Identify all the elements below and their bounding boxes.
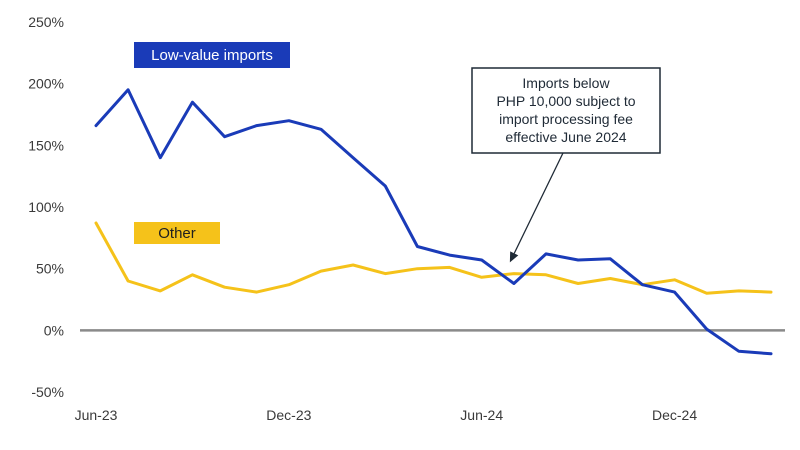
annotation-line-1: Imports below (522, 75, 610, 91)
y-axis-ticks: -50% 0% 50% 100% 150% 200% 250% (28, 14, 64, 400)
annotation-callout: Imports below PHP 10,000 subject to impo… (471, 67, 661, 263)
annotation-arrowhead (509, 251, 519, 263)
legend-low-value-imports: Low-value imports (134, 42, 290, 68)
legend-other: Other (134, 222, 220, 244)
x-tick-label: Dec-24 (652, 407, 697, 423)
y-tick-label: 250% (28, 14, 64, 30)
series-lines (94, 88, 773, 356)
annotation-line-3: import processing fee (499, 111, 633, 127)
y-tick-label: 0% (44, 322, 64, 338)
y-tick-label: 100% (28, 199, 64, 215)
annotation-arrow (513, 152, 564, 254)
y-tick-label: 200% (28, 76, 64, 92)
y-tick-label: 150% (28, 137, 64, 153)
series-line-low-value-imports (94, 88, 773, 356)
annotation-line-4: effective June 2024 (505, 129, 626, 145)
annotation-box (471, 67, 661, 154)
legend-other-label: Other (158, 225, 196, 242)
annotation-line-2: PHP 10,000 subject to (496, 93, 635, 109)
legend-other-box (134, 222, 220, 244)
x-tick-label: Dec-23 (266, 407, 311, 423)
series-line-other (94, 221, 773, 295)
legend-low-value-imports-box (134, 42, 290, 68)
y-tick-label: -50% (31, 384, 64, 400)
legend-low-value-imports-label: Low-value imports (151, 47, 273, 64)
x-tick-label: Jun-24 (460, 407, 503, 423)
y-tick-label: 50% (36, 261, 64, 277)
x-tick-label: Jun-23 (75, 407, 118, 423)
x-axis-ticks: Jun-23 Dec-23 Jun-24 Dec-24 (75, 407, 698, 423)
